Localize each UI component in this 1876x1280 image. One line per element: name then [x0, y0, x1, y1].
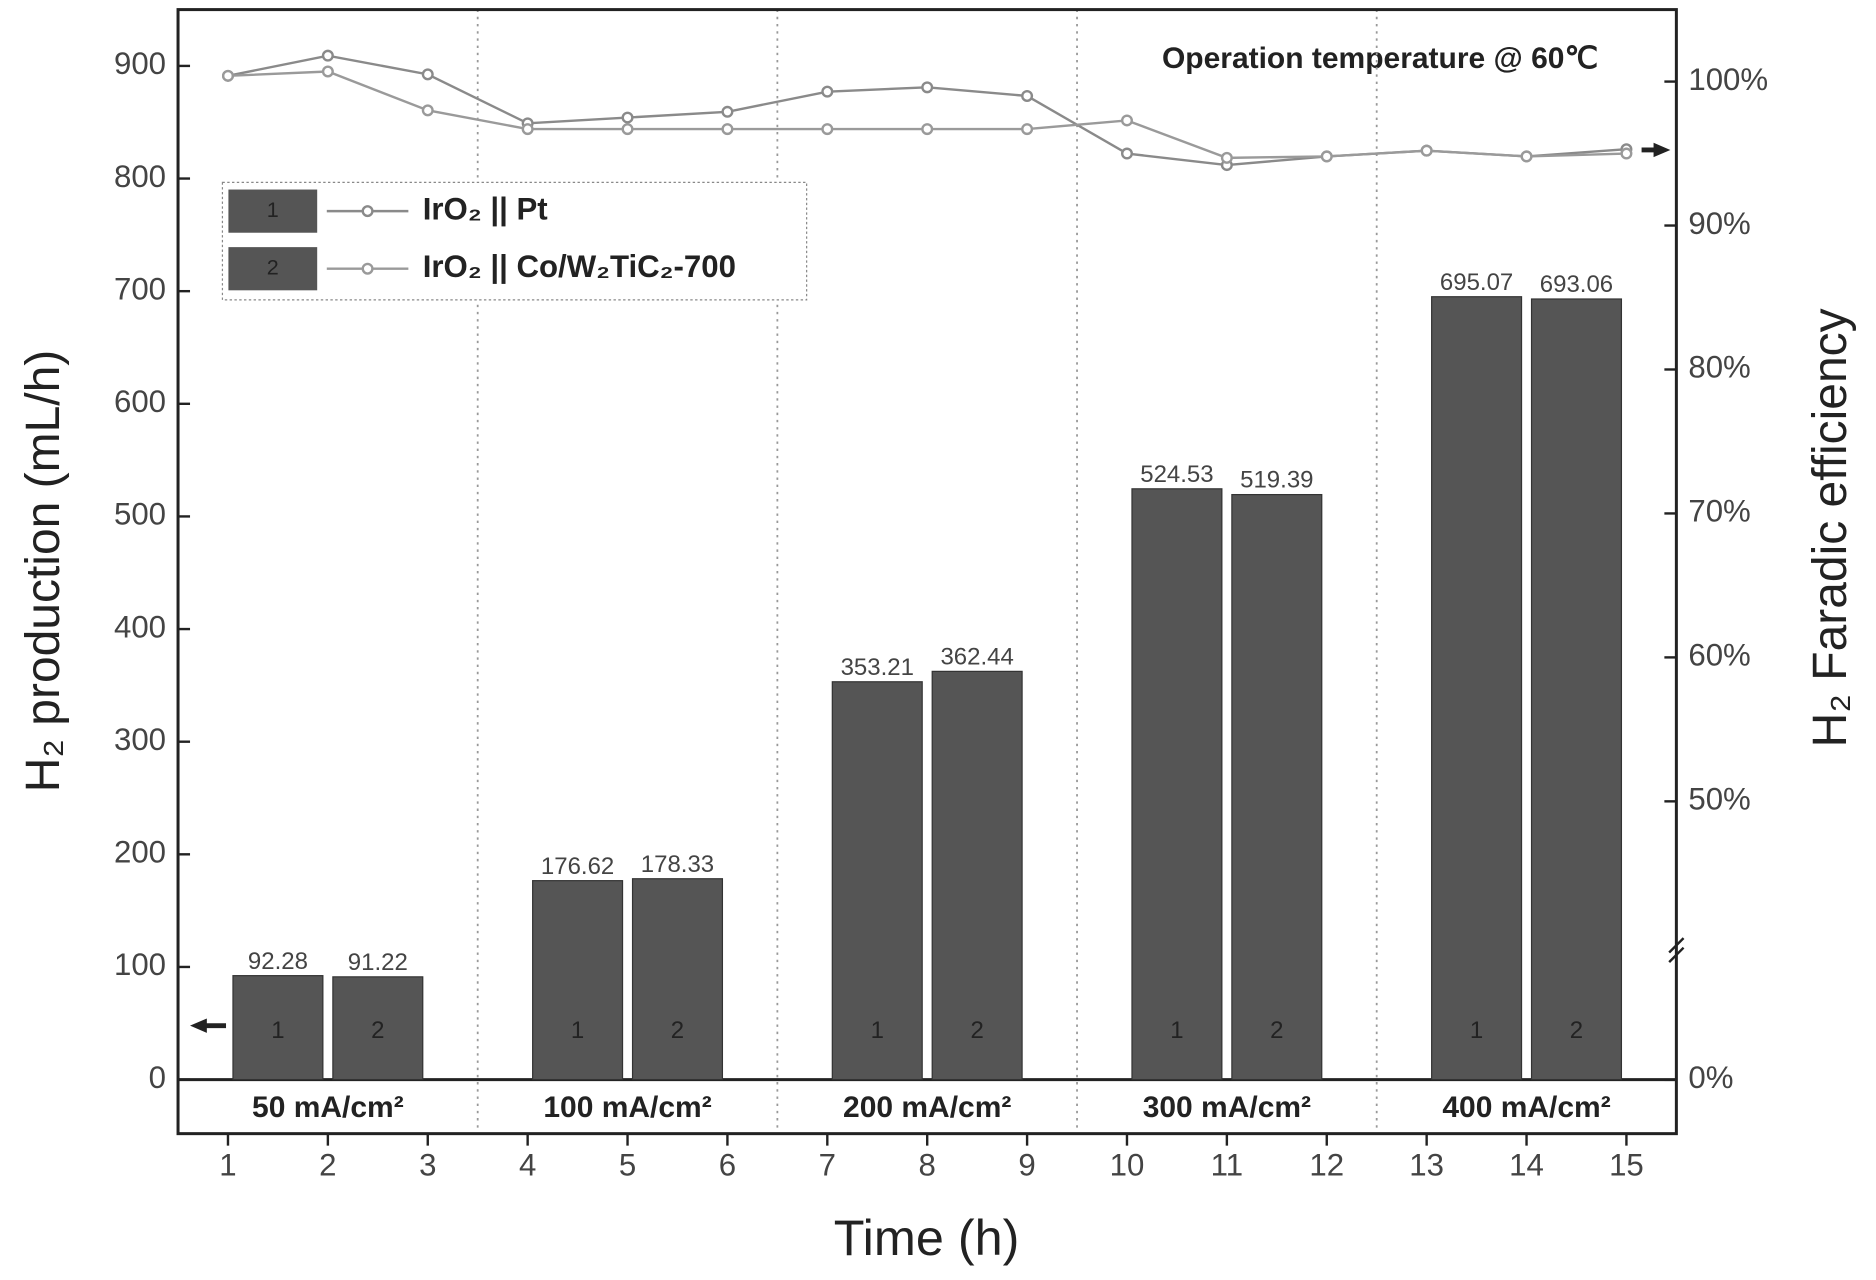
bar-series-label: 1 — [271, 1017, 284, 1044]
fe-marker — [223, 71, 233, 81]
bar-series-label: 2 — [671, 1017, 684, 1044]
group-label: 200 mA/cm² — [843, 1091, 1011, 1124]
legend-swatch-label: 2 — [267, 254, 279, 279]
bar — [1232, 495, 1322, 1080]
bar — [1132, 489, 1222, 1080]
fe-marker — [723, 107, 733, 117]
bar-series-label: 1 — [1470, 1017, 1483, 1044]
fe-marker — [623, 113, 633, 123]
fe-marker — [323, 51, 333, 61]
y2-tick-label: 100% — [1688, 62, 1768, 97]
y2-tick-label: 90% — [1688, 206, 1750, 241]
x-tick-label: 5 — [619, 1147, 636, 1182]
legend: 1 IrO₂ || Pt 2 IrO₂ || Co/W₂TiC₂-700 — [222, 182, 806, 300]
x-tick-label: 12 — [1309, 1147, 1344, 1182]
fe-marker — [523, 124, 533, 134]
y-tick-label: 300 — [114, 722, 166, 757]
y-axis-label: H₂ production (mL/h) — [17, 350, 70, 793]
x-tick-label: 6 — [719, 1147, 736, 1182]
y-tick-label: 400 — [114, 609, 166, 644]
fe-marker — [1222, 153, 1232, 163]
y-tick-label: 500 — [114, 497, 166, 532]
bar-series-label: 1 — [1170, 1017, 1183, 1044]
bar-series-label: 1 — [571, 1017, 584, 1044]
y2-axis-label: H₂ Faradic efficiency — [1804, 308, 1857, 747]
bar — [1532, 299, 1622, 1080]
y2-tick-label: 70% — [1688, 494, 1750, 529]
fe-marker — [1622, 149, 1632, 159]
y-tick-label: 900 — [114, 46, 166, 81]
x-tick-label: 14 — [1509, 1147, 1544, 1182]
y-tick-label: 800 — [114, 159, 166, 194]
fe-marker — [1522, 152, 1532, 162]
y-tick-label: 700 — [114, 271, 166, 306]
fe-marker — [723, 124, 733, 134]
group-label: 400 mA/cm² — [1442, 1091, 1610, 1124]
fe-marker — [922, 83, 932, 93]
fe-marker — [623, 124, 633, 134]
fe-marker — [423, 106, 433, 116]
x-tick-label: 1 — [219, 1147, 236, 1182]
fe-marker — [1022, 91, 1032, 101]
bar-value-label: 178.33 — [641, 851, 714, 878]
bar-value-label: 519.39 — [1240, 467, 1313, 494]
fe-marker — [823, 124, 833, 134]
bar — [533, 881, 623, 1080]
fe-marker — [1122, 149, 1132, 159]
annotation: Operation temperature @ 60℃ — [1162, 42, 1598, 75]
bar-series-label: 2 — [1570, 1017, 1583, 1044]
x-tick-label: 8 — [919, 1147, 936, 1182]
fe-marker — [922, 124, 932, 134]
bar-value-label: 91.22 — [348, 949, 408, 976]
x-tick-label: 11 — [1211, 1147, 1243, 1182]
fe-marker — [1022, 124, 1032, 134]
bar-value-label: 695.07 — [1440, 269, 1513, 296]
bar-value-label: 92.28 — [248, 948, 308, 975]
bar-value-label: 693.06 — [1540, 271, 1613, 298]
bar-value-label: 353.21 — [841, 654, 914, 681]
x-tick-label: 10 — [1110, 1147, 1145, 1182]
x-tick-label: 15 — [1609, 1147, 1644, 1182]
x-tick-label: 7 — [819, 1147, 836, 1182]
bar-series-label: 1 — [871, 1017, 884, 1044]
x-tick-label: 4 — [519, 1147, 536, 1182]
fe-marker — [1122, 116, 1132, 126]
legend-label: IrO₂ || Pt — [423, 191, 548, 226]
x-tick-label: 13 — [1409, 1147, 1444, 1182]
x-tick-label: 3 — [419, 1147, 436, 1182]
y2-tick-label: 0% — [1688, 1060, 1733, 1095]
fe-marker — [1322, 152, 1332, 162]
fe-marker — [423, 70, 433, 80]
fe-marker — [1422, 146, 1432, 156]
y2-tick-label: 60% — [1688, 638, 1750, 673]
bar-value-label: 524.53 — [1140, 461, 1213, 488]
group-label: 100 mA/cm² — [543, 1091, 711, 1124]
group-label: 50 mA/cm² — [252, 1091, 404, 1124]
legend-marker — [363, 206, 373, 216]
fe-marker — [823, 87, 833, 97]
fe-marker — [323, 67, 333, 77]
x-tick-label: 9 — [1018, 1147, 1035, 1182]
bar-series-label: 2 — [1270, 1017, 1283, 1044]
y-tick-label: 600 — [114, 384, 166, 419]
bar-value-label: 362.44 — [940, 644, 1013, 671]
y2-tick-label: 80% — [1688, 350, 1750, 385]
bar-series-label: 2 — [970, 1017, 983, 1044]
y-tick-label: 200 — [114, 835, 166, 870]
bar-series-label: 2 — [371, 1017, 384, 1044]
bar — [633, 879, 723, 1080]
legend-label: IrO₂ || Co/W₂TiC₂-700 — [423, 249, 736, 284]
legend-marker — [363, 264, 373, 274]
bar-value-label: 176.62 — [541, 853, 614, 880]
y2-tick-label: 50% — [1688, 782, 1750, 817]
x-tick-label: 2 — [319, 1147, 336, 1182]
legend-swatch-label: 1 — [267, 197, 279, 222]
bar — [1432, 297, 1522, 1080]
x-axis-label: Time (h) — [834, 1209, 1020, 1266]
group-label: 300 mA/cm² — [1143, 1091, 1311, 1124]
y-tick-label: 100 — [114, 947, 166, 982]
y-tick-label: 0 — [149, 1060, 166, 1095]
